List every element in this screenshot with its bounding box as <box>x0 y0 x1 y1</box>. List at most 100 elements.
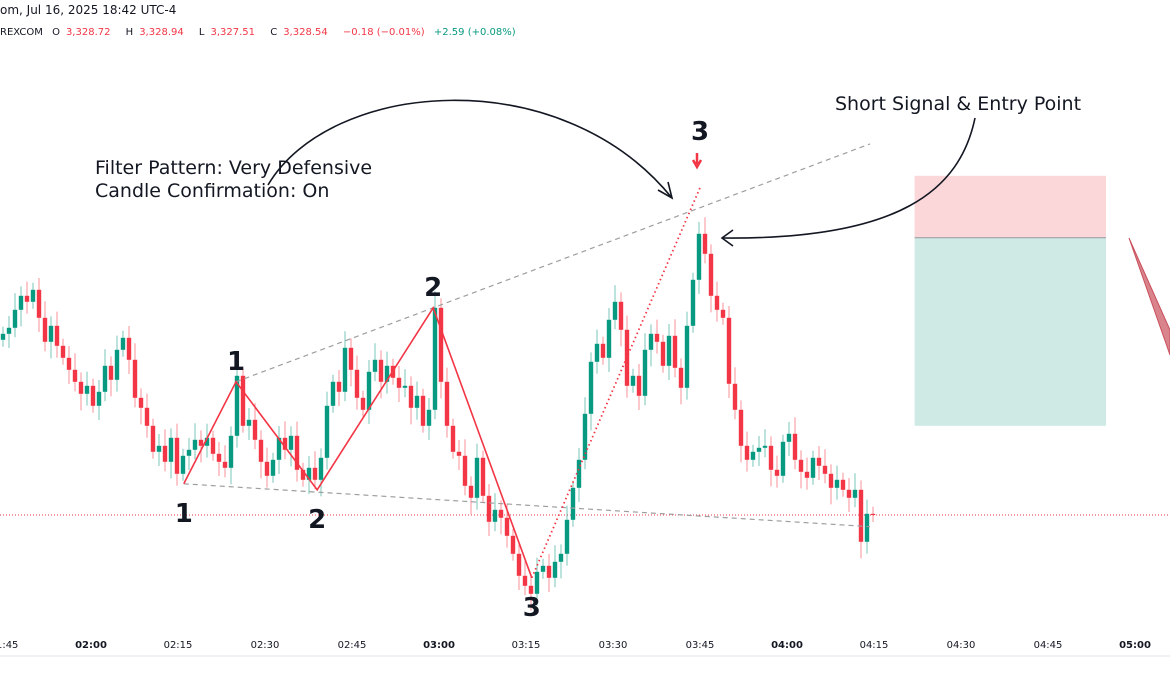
time-tick-label: 03:00 <box>423 640 455 651</box>
upper-trendline <box>235 143 871 383</box>
candle-body <box>540 565 546 572</box>
candle-body <box>852 489 858 498</box>
candle-body <box>180 455 186 474</box>
candle-body <box>636 375 642 396</box>
candle-body <box>486 495 492 522</box>
candle-body <box>678 367 684 388</box>
candle-body <box>210 437 216 454</box>
candle-body <box>288 435 294 450</box>
change-value: −0.18 (−0.01%) <box>342 27 425 38</box>
candle-body <box>150 425 156 452</box>
candle-body <box>564 519 570 554</box>
candle-body <box>54 325 60 346</box>
candle-body <box>138 397 144 408</box>
candle-body <box>222 461 228 468</box>
candle-body <box>270 459 276 476</box>
candle-body <box>516 553 522 576</box>
candle-body <box>132 359 138 398</box>
candle-body <box>282 437 288 450</box>
pivot-label: 1 <box>227 347 245 377</box>
candle-body <box>672 335 678 368</box>
candle-body <box>66 357 72 370</box>
candle-body <box>228 435 234 468</box>
candle-body <box>582 413 588 460</box>
candle-body <box>858 489 864 542</box>
candle-body <box>168 437 174 462</box>
candle-body <box>804 471 810 478</box>
lower-trendline <box>183 483 871 528</box>
candle-body <box>276 437 282 460</box>
time-tick-label: 03:45 <box>686 640 715 651</box>
candle-body <box>0 333 6 340</box>
candle-body <box>726 317 732 384</box>
candle-body <box>594 343 600 362</box>
candle-body <box>114 349 120 380</box>
candle-body <box>822 465 828 474</box>
change-value-2: +2.59 (+0.08%) <box>433 27 516 38</box>
candle-body <box>216 453 222 462</box>
candle-body <box>456 451 462 456</box>
candle-body <box>450 425 456 452</box>
candle-body <box>252 419 258 440</box>
candle-body <box>36 289 42 318</box>
candle-body <box>198 439 204 446</box>
candle-body <box>702 233 708 254</box>
candle-body <box>408 385 414 408</box>
candle-body <box>468 485 474 498</box>
time-tick-label: 04:15 <box>860 640 889 651</box>
candle-body <box>402 385 408 388</box>
candle-body <box>12 309 18 328</box>
confirmation-annotation: Candle Confirmation: On <box>95 180 329 202</box>
time-tick-label: 01:45 <box>0 640 18 651</box>
candle-body <box>18 295 24 310</box>
candle-body <box>552 561 558 578</box>
time-tick-label: 03:15 <box>512 640 541 651</box>
candle-body <box>642 349 648 396</box>
candle-body <box>588 361 594 414</box>
time-tick-label: 04:30 <box>947 640 976 651</box>
candle-body <box>90 385 96 406</box>
candle-body <box>126 337 132 360</box>
candle-body <box>48 325 54 342</box>
candle-body <box>102 365 108 392</box>
sell-arrow-icon <box>691 153 703 170</box>
candle-body <box>420 395 426 426</box>
time-tick-label: 02:45 <box>338 640 367 651</box>
candle-body <box>306 467 312 480</box>
candle-body <box>444 381 450 426</box>
candle-body <box>174 437 180 474</box>
candle-body <box>156 445 162 452</box>
open-label: O <box>52 27 60 38</box>
candle-body <box>342 347 348 392</box>
candle-body <box>534 571 540 594</box>
time-tick-label: 04:45 <box>1034 640 1063 651</box>
candle-body <box>498 509 504 518</box>
candle-body <box>72 369 78 382</box>
candle-body <box>84 385 90 394</box>
candle-body <box>660 341 666 366</box>
candle-body <box>330 381 336 406</box>
high-value: 3,328.94 <box>139 27 184 38</box>
candle-body <box>426 409 432 426</box>
candle-body <box>762 445 768 448</box>
zigzag-pattern <box>183 306 533 579</box>
candle-body <box>846 489 852 498</box>
candle-body <box>378 359 384 382</box>
candle-body <box>186 449 192 456</box>
candle-body <box>6 327 12 334</box>
candle-body <box>384 365 390 382</box>
candle-body <box>492 509 498 522</box>
signal-annotation: Short Signal & Entry Point <box>835 93 1081 115</box>
candle-body <box>576 459 582 488</box>
curved-arrow-signal <box>721 117 976 239</box>
candle-body <box>258 439 264 462</box>
candle-body <box>600 343 606 358</box>
time-tick-label: 05:00 <box>1119 640 1151 651</box>
candle-body <box>204 437 210 446</box>
candle-body <box>834 479 840 488</box>
candle-body <box>336 381 342 392</box>
candle-body <box>294 435 300 470</box>
candle-body <box>414 395 420 408</box>
pivot-label: 3 <box>691 117 709 147</box>
